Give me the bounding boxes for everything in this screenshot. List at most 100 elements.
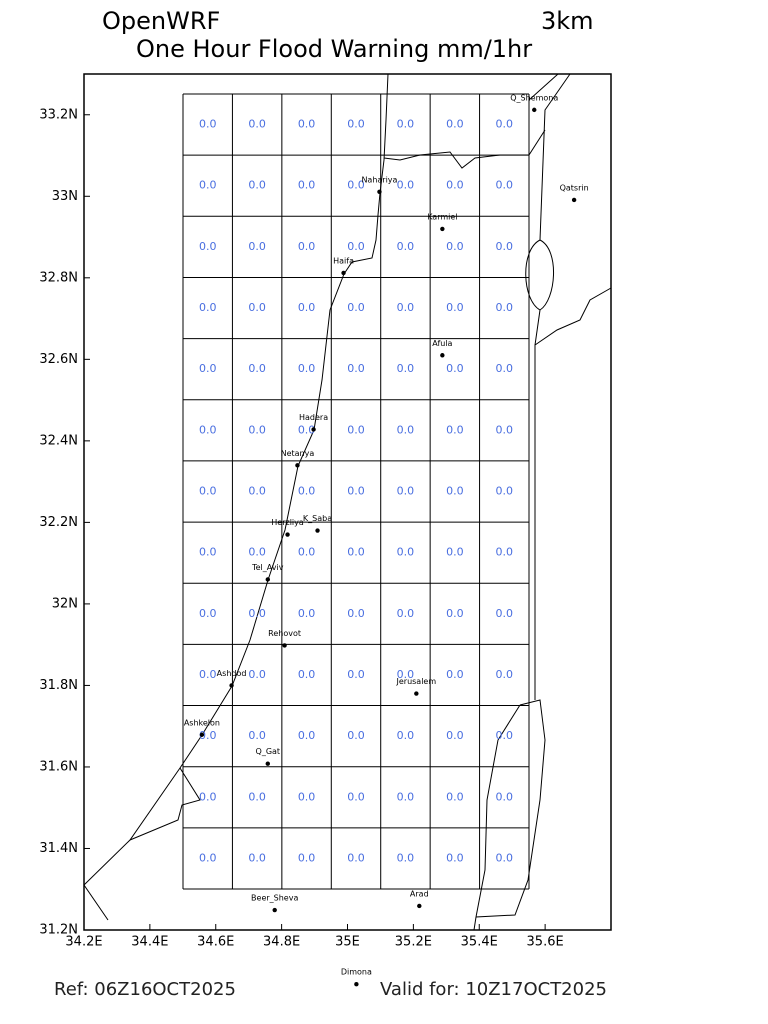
lebanon-border: [383, 129, 546, 169]
city-marker: [272, 907, 277, 913]
city-marker: [311, 427, 316, 432]
x-tick-label: 34.4E: [131, 935, 168, 950]
cell-value: 0.0: [248, 729, 266, 742]
cell-value: 0.0: [496, 179, 514, 192]
city-label: Qatsrin: [560, 183, 589, 192]
subtitle: One Hour Flood Warning mm/1hr: [136, 35, 532, 63]
cell-value: 0.0: [397, 240, 415, 253]
cell-value: 0.0: [446, 423, 464, 436]
city-label: Beer_Sheva: [251, 894, 298, 903]
cell-value: 0.0: [248, 851, 266, 864]
cell-value: 0.0: [446, 729, 464, 742]
cell-value: 0.0: [248, 790, 266, 803]
cell-value: 0.0: [347, 240, 365, 253]
city-label: K_Saba: [303, 514, 332, 523]
city-label: Afula: [432, 339, 452, 348]
cell-value: 0.0: [446, 301, 464, 314]
title: OpenWRF: [102, 7, 220, 35]
cell-value: 0.0: [347, 790, 365, 803]
ref-time: Ref: 06Z16OCT2025: [54, 979, 236, 1000]
cell-value: 0.0: [298, 851, 316, 864]
cell-value: 0.0: [446, 240, 464, 253]
city-marker: [315, 528, 320, 533]
gaza-border: [83, 767, 201, 921]
cell-value: 0.0: [397, 729, 415, 742]
cell-value: 0.0: [298, 423, 316, 436]
cell-value: 0.0: [496, 423, 514, 436]
cell-value: 0.0: [298, 790, 316, 803]
city-marker: [414, 691, 419, 696]
city-marker: [295, 463, 300, 468]
cell-value: 0.0: [298, 607, 316, 620]
cell-value: 0.0: [199, 240, 217, 253]
cell-value: 0.0: [298, 729, 316, 742]
cell-value: 0.0: [397, 301, 415, 314]
city-label: Nahariya: [361, 175, 397, 184]
city-marker: [282, 643, 287, 648]
cell-value: 0.0: [496, 607, 514, 620]
y-tick-label: 32.2N: [39, 515, 78, 530]
cell-value: 0.0: [347, 118, 365, 131]
cell-value: 0.0: [298, 240, 316, 253]
cell-value: 0.0: [496, 851, 514, 864]
cell-value: 0.0: [446, 668, 464, 681]
cell-value: 0.0: [496, 240, 514, 253]
city-label: Karmiel: [427, 212, 457, 221]
cell-value: 0.0: [496, 362, 514, 375]
x-tick-label: 34.8E: [263, 935, 300, 950]
cell-value: 0.0: [199, 301, 217, 314]
y-tick-label: 32N: [52, 596, 78, 611]
x-tick-label: 35.4E: [461, 935, 498, 950]
cell-value: 0.0: [446, 607, 464, 620]
city-marker: [417, 903, 422, 909]
cell-value: 0.0: [248, 423, 266, 436]
cell-value: 0.0: [199, 668, 217, 681]
y-tick-label: 31.2N: [39, 923, 78, 938]
city-label: Rehovot: [268, 629, 301, 638]
cell-value: 0.0: [397, 179, 415, 192]
city-marker: [440, 226, 445, 232]
cell-value: 0.0: [199, 118, 217, 131]
y-tick-label: 31.8N: [39, 678, 78, 693]
cell-value: 0.0: [298, 118, 316, 131]
cell-value: 0.0: [446, 118, 464, 131]
cell-value: 0.0: [248, 118, 266, 131]
cell-value: 0.0: [199, 851, 217, 864]
y-tick-label: 31.6N: [39, 759, 78, 774]
cell-value: 0.0: [248, 362, 266, 375]
city-label: Dimona: [341, 968, 372, 977]
city-label: Haifa: [333, 256, 354, 265]
cell-value: 0.0: [397, 607, 415, 620]
y-tick-label: 32.8N: [39, 270, 78, 285]
city-label: Netanya: [281, 449, 315, 458]
city-label: Q_Shemona: [510, 93, 558, 102]
cell-value: 0.0: [446, 485, 464, 498]
cell-value: 0.0: [248, 546, 266, 559]
cell-value: 0.0: [199, 423, 217, 436]
cell-value: 0.0: [199, 607, 217, 620]
grid: 0.0 0.0 0.0 0.0 0.0 0.0 0.0 0.0 0.0 0.0 0.0 0.0 0.0 0…: [182, 93, 530, 890]
cell-value: 0.0: [347, 607, 365, 620]
cell-value: 0.0: [248, 607, 266, 620]
golan: [528, 73, 612, 346]
cell-value: 0.0: [199, 485, 217, 498]
geography: [83, 73, 612, 931]
cell-value: 0.0: [347, 485, 365, 498]
cell-value: 0.0: [397, 423, 415, 436]
x-tick-label: 35.6E: [527, 935, 564, 950]
city-label: Ashdod: [217, 669, 247, 678]
cell-value: 0.0: [347, 668, 365, 681]
city-label: Arad: [410, 889, 429, 898]
resolution: 3km: [541, 7, 594, 35]
y-tick-label: 32.6N: [39, 352, 78, 367]
cell-value: 0.0: [347, 851, 365, 864]
cell-value: 0.0: [199, 362, 217, 375]
x-tick-label: 34.6E: [197, 935, 234, 950]
cell-value: 0.0: [298, 179, 316, 192]
city-marker: [265, 761, 270, 766]
cell-value: 0.0: [199, 179, 217, 192]
city-marker: [229, 683, 234, 688]
cell-value: 0.0: [397, 668, 415, 681]
cell-value: 0.0: [446, 851, 464, 864]
